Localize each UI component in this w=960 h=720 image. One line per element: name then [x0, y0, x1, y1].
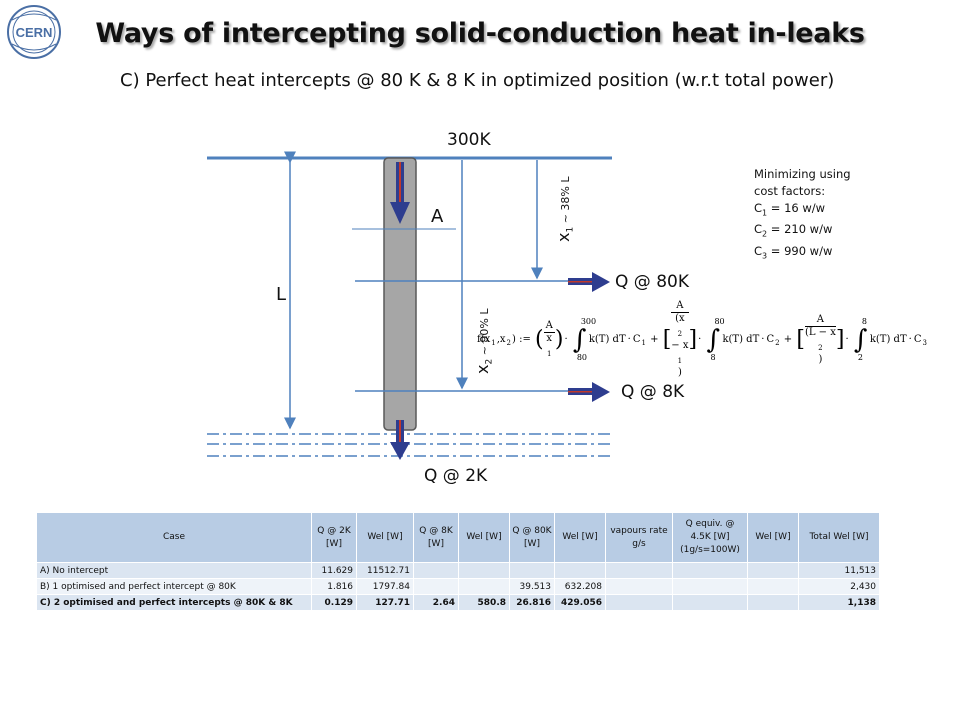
table-header-cell: Wel [W]: [747, 512, 799, 563]
table-cell: B) 1 optimised and perfect intercept @ 8…: [36, 578, 312, 595]
table-header-row: Case Q @ 2K [W] Wel [W] Q @ 8K [W] Wel […: [36, 512, 880, 563]
table-row: C) 2 optimised and perfect intercepts @ …: [36, 594, 880, 611]
table-header-cell: Q equiv. @ 4.5K [W] (1g/s=100W): [672, 512, 748, 563]
table-header-cell: vapours rate g/s: [605, 512, 673, 563]
intercept-diagram: [207, 151, 612, 460]
table-cell: 1.816: [311, 578, 357, 595]
length-label: L: [276, 284, 287, 305]
table-cell: [747, 594, 799, 611]
table-cell: [605, 578, 673, 595]
table-cell: [458, 562, 510, 579]
table-cell: [747, 562, 799, 579]
table-row: B) 1 optimised and perfect intercept @ 8…: [36, 578, 880, 595]
table-header-cell: Q @ 8K [W]: [413, 512, 459, 563]
table-cell: [413, 562, 459, 579]
table-cell: [672, 562, 748, 579]
table-cell: [672, 578, 748, 595]
x1-label: x1 ~ 38% L: [554, 176, 576, 243]
table-header-cell: Wel [W]: [554, 512, 606, 563]
logo-text: CERN: [16, 25, 53, 40]
table-cell: 11.629: [311, 562, 357, 579]
table-cell: 11,513: [798, 562, 880, 579]
area-label: A: [431, 206, 444, 227]
table-cell: 26.816: [509, 594, 555, 611]
note-line-1: Minimizing using: [754, 167, 851, 181]
heat-flow-arrow-bottom: [390, 420, 410, 460]
q2k-label: Q @ 2K: [424, 466, 488, 486]
page-subtitle: C) Perfect heat intercepts @ 80 K & 8 K …: [120, 70, 835, 91]
table-cell: [413, 578, 459, 595]
table-cell: 127.71: [356, 594, 414, 611]
table-header-cell: Case: [36, 512, 312, 563]
note-c2: C2 = 210 w/w: [754, 222, 833, 239]
table-cell: [605, 594, 673, 611]
table-cell: 580.8: [458, 594, 510, 611]
table-cell: 1,138: [798, 594, 880, 611]
table-cell: A) No intercept: [36, 562, 312, 579]
q8k-label: Q @ 8K: [621, 382, 685, 402]
table-cell: [605, 562, 673, 579]
q80k-label: Q @ 80K: [615, 272, 689, 292]
table-cell: 0.129: [311, 594, 357, 611]
note-line-2: cost factors:: [754, 184, 826, 198]
cern-logo: CERN: [7, 5, 61, 59]
note-c1: C1 = 16 w/w: [754, 201, 826, 218]
top-temperature-label: 300K: [447, 130, 491, 150]
q80k-arrow: [568, 272, 610, 292]
table-cell: [554, 562, 606, 579]
table-cell: 39.513: [509, 578, 555, 595]
table-cell: C) 2 optimised and perfect intercepts @ …: [36, 594, 312, 611]
table-cell: [747, 578, 799, 595]
table-cell: 2.64: [413, 594, 459, 611]
table-header-cell: Wel [W]: [458, 512, 510, 563]
page-title: Ways of intercepting solid-conduction he…: [95, 18, 865, 49]
table-cell: 2,430: [798, 578, 880, 595]
table-cell: [458, 578, 510, 595]
note-c3: C3 = 990 w/w: [754, 243, 833, 260]
table-row: A) No intercept 11.629 11512.71 11,513: [36, 562, 880, 579]
table-header-cell: Q @ 80K [W]: [509, 512, 555, 563]
table-header-cell: Q @ 2K [W]: [311, 512, 357, 563]
results-table: Case Q @ 2K [W] Wel [W] Q @ 8K [W] Wel […: [36, 512, 880, 611]
table-header-cell: Total Wel [W]: [798, 512, 880, 563]
table-cell: 632.208: [554, 578, 606, 595]
q8k-arrow: [568, 382, 610, 402]
table-cell: 1797.84: [356, 578, 414, 595]
table-cell: [672, 594, 748, 611]
cost-factor-note: Minimizing using cost factors: C1 = 16 w…: [754, 166, 851, 264]
table-cell: [509, 562, 555, 579]
heat-flow-arrow-top: [390, 162, 410, 224]
table-header-cell: Wel [W]: [356, 512, 414, 563]
table-cell: 11512.71: [356, 562, 414, 579]
table-cell: 429.056: [554, 594, 606, 611]
